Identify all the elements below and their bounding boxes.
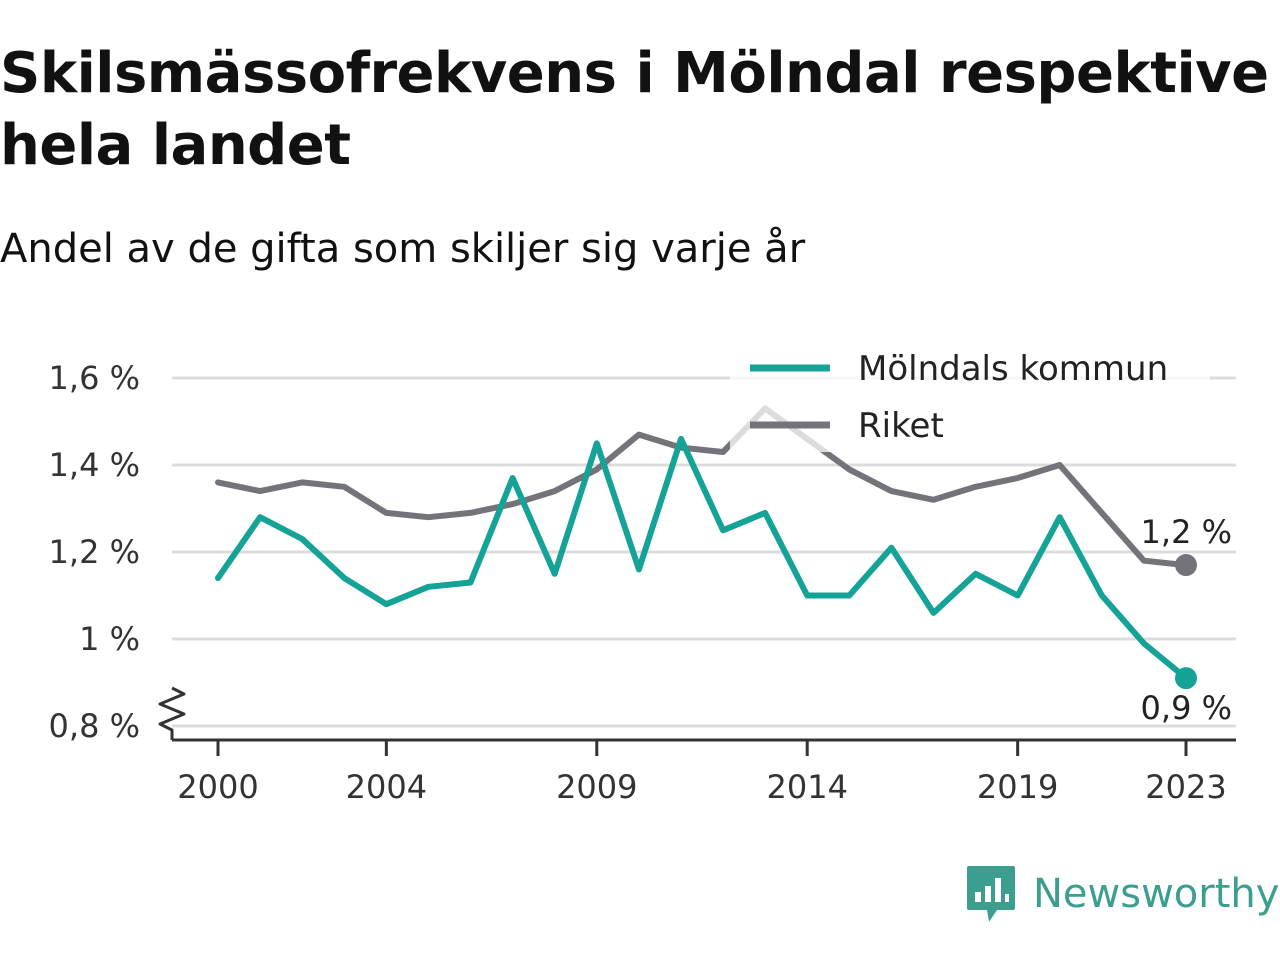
series-line-riket <box>215 405 1189 569</box>
y-tick-label: 0,8 % <box>49 707 140 745</box>
axes: 0,8 % 1 % 1,2 % 1,4 % 1,6 % 2000 2004 2009 2014 2… <box>49 359 1236 806</box>
legend-label: Mölndals kommun <box>858 349 1168 389</box>
y-tick-label: 1,6 % <box>49 359 140 397</box>
y-tick-label: 1 % <box>79 620 140 658</box>
series-line-molndal <box>215 435 1189 682</box>
x-tick-label: 2019 <box>977 768 1058 806</box>
x-tick-label: 2000 <box>177 768 258 806</box>
end-point-dot <box>1175 667 1197 690</box>
x-tick-label: 2014 <box>766 768 847 806</box>
y-tick-label: 1,4 % <box>49 446 140 484</box>
end-value-label: 0,9 % <box>1141 689 1232 727</box>
y-tick-label: 1,2 % <box>49 533 140 571</box>
end-value-label: 1,2 % <box>1141 513 1232 551</box>
brand-logo: Newsworthy <box>965 864 1279 924</box>
legend: Mölndals kommun Riket <box>730 340 1210 452</box>
axis-break-icon <box>158 686 186 740</box>
x-tick-label: 2023 <box>1145 768 1226 806</box>
chart-title: Skilsmässofrekvens i Mölndal respektive … <box>0 38 1280 182</box>
end-point-dot <box>1175 554 1197 577</box>
legend-background <box>730 340 1210 452</box>
legend-label: Riket <box>858 406 944 446</box>
chart-subtitle: Andel av de gifta som skiljer sig varje … <box>0 226 806 272</box>
end-labels: 0,9 % 1,2 % <box>1141 513 1232 727</box>
x-tick-label: 2009 <box>556 768 637 806</box>
brand-name: Newsworthy <box>1033 871 1280 917</box>
chart-title-text: Skilsmässofrekvens i Mölndal respektive … <box>0 41 1269 178</box>
series-layer <box>215 405 1189 682</box>
newsworthy-logo-icon <box>967 866 1015 922</box>
x-tick-label: 2004 <box>346 768 427 806</box>
